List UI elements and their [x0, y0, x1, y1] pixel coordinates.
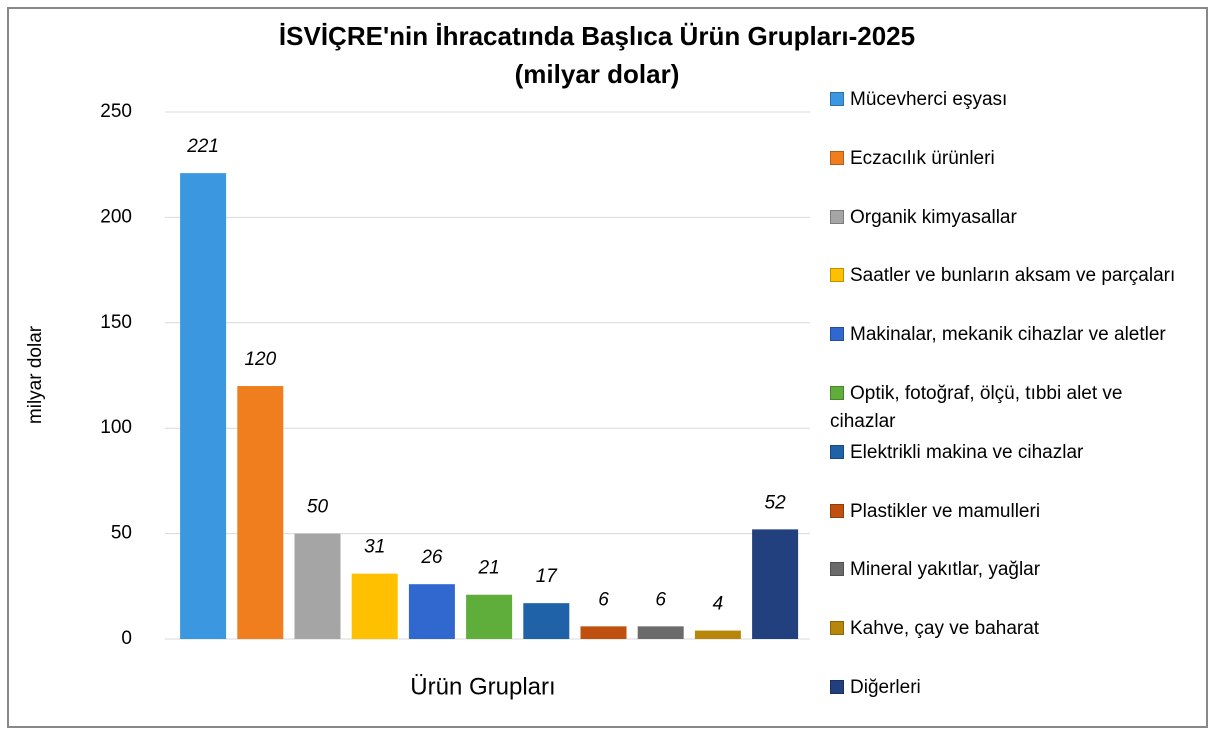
legend-swatch	[830, 444, 844, 459]
chart-subtitle: (milyar dolar)	[515, 59, 680, 89]
bar	[294, 533, 341, 639]
legend-swatch	[830, 621, 844, 636]
data-label: 21	[478, 558, 500, 579]
data-label: 4	[713, 594, 724, 615]
legend-swatch	[830, 680, 844, 694]
y-tick-label: 150	[100, 312, 132, 333]
legend-item: Makinalar, mekanik cihazlar ve aletler	[830, 321, 1192, 349]
legend-item: Optik, fotoğraf, ölçü, tıbbi alet ve cih…	[830, 380, 1192, 436]
legend-label: Makinalar, mekanik cihazlar ve aletler	[850, 324, 1166, 346]
legend-item: Mineral yakıtlar, yağlar	[830, 556, 1192, 584]
data-label: 221	[186, 136, 219, 157]
legend-item: Saatler ve bunların aksam ve parçaları	[830, 262, 1192, 290]
legend-label: Mineral yakıtlar, yağlar	[850, 559, 1041, 581]
bar	[580, 626, 627, 639]
legend-label: Optik, fotoğraf, ölçü, tıbbi alet ve cih…	[830, 383, 1123, 432]
data-label: 50	[307, 497, 329, 518]
legend-label: Diğerleri	[850, 677, 921, 698]
bar	[237, 386, 284, 639]
legend-swatch	[830, 503, 844, 518]
legend-swatch	[830, 386, 844, 400]
data-label: 120	[244, 349, 276, 370]
legend-swatch	[830, 562, 844, 577]
bar	[180, 173, 227, 639]
legend-swatch	[830, 92, 844, 106]
data-label: 17	[536, 566, 559, 587]
legend-swatch	[830, 327, 844, 342]
legend-swatch	[830, 268, 844, 283]
y-tick-label: 100	[100, 417, 132, 438]
bar	[752, 529, 799, 639]
y-tick-label: 50	[111, 523, 132, 544]
legend-item: Plastikler ve mamulleri	[830, 498, 1192, 526]
bar	[408, 584, 455, 639]
y-axis-label: milyar dolar	[25, 325, 46, 424]
data-label: 6	[655, 589, 666, 610]
legend-swatch	[830, 150, 844, 165]
y-tick-label: 0	[121, 628, 132, 649]
bar	[637, 626, 684, 639]
chart-title: İSVİÇRE'nin İhracatında Başlıca Ürün Gru…	[279, 21, 915, 51]
y-tick-label: 250	[100, 101, 132, 122]
bar	[466, 594, 513, 639]
legend-item: Organik kimyasallar	[830, 204, 1192, 232]
legend-label: Organik kimyasallar	[850, 206, 1017, 228]
legend-label: Kahve, çay ve baharat	[850, 618, 1040, 640]
legend-label: Mücevherci eşyası	[850, 89, 1008, 110]
legend-item: Mücevherci eşyası	[830, 86, 1192, 114]
legend-item: Elektrikli makina ve cihazlar	[830, 439, 1192, 467]
legend-item: Eczacılık ürünleri	[830, 145, 1192, 173]
legend-label: Plastikler ve mamulleri	[850, 500, 1041, 522]
bar	[694, 630, 741, 639]
data-label: 26	[420, 547, 443, 568]
legend-swatch	[830, 209, 844, 224]
legend-item: Kahve, çay ve baharat	[830, 615, 1192, 643]
bar	[351, 573, 398, 639]
y-tick-label: 200	[100, 206, 132, 227]
x-axis-label: Ürün Grupları	[410, 673, 555, 700]
legend-label: Saatler ve bunların aksam ve parçaları	[850, 265, 1176, 287]
legend-label: Eczacılık ürünleri	[850, 147, 995, 169]
legend-label: Elektrikli makina ve cihazlar	[850, 441, 1084, 463]
data-label: 31	[364, 537, 385, 558]
data-label: 52	[765, 492, 787, 513]
legend-item: Diğerleri	[830, 674, 1192, 702]
data-label: 6	[598, 589, 609, 610]
bar	[523, 603, 570, 639]
